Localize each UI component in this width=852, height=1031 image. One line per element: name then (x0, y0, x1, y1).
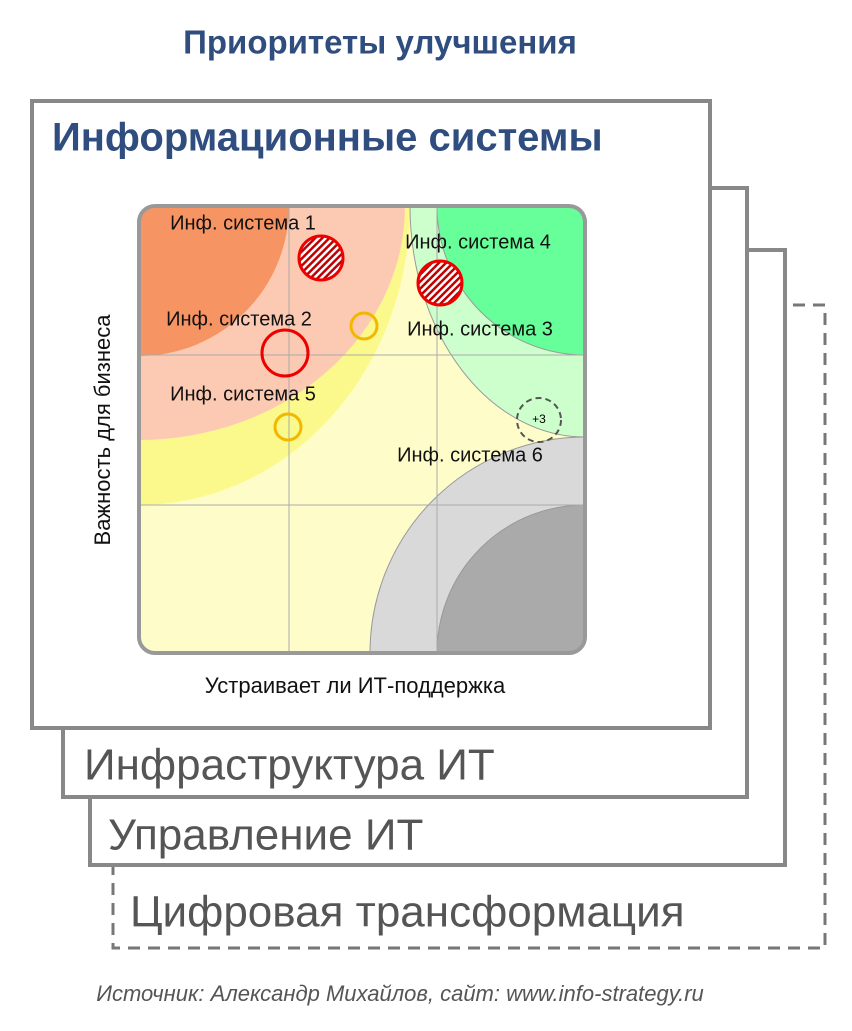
source: Источник: Александр Михайлов, сайт: www.… (96, 981, 704, 1006)
matrix-frame (137, 204, 587, 655)
item-marker (273, 412, 303, 442)
more-marker (516, 397, 562, 443)
card-title: Информационные системы (52, 116, 603, 160)
x-axis-label: Устраивает ли ИТ-поддержка (205, 673, 506, 698)
item-marker (349, 311, 379, 341)
item-label: Инф. система 1 (170, 212, 316, 234)
item-label: Инф. система 5 (170, 383, 316, 405)
item-marker (416, 259, 464, 307)
card-label: Управление ИТ (108, 811, 423, 860)
item-marker (297, 234, 345, 282)
item-label: Инф. система 2 (166, 308, 312, 330)
title: Приоритеты улучшения (183, 24, 577, 61)
item-label: Инф. система 4 (405, 231, 551, 253)
matrix-zones (139, 206, 585, 653)
y-axis-label: Важность для бизнеса (90, 314, 115, 546)
item-label: Инф. система 6 (397, 444, 543, 466)
card-label: Инфраструктура ИТ (84, 741, 495, 790)
more-label: +3 (532, 412, 546, 426)
card-label: Цифровая трансформация (130, 888, 685, 937)
item-marker (260, 328, 310, 378)
item-label: Инф. система 3 (407, 318, 553, 340)
